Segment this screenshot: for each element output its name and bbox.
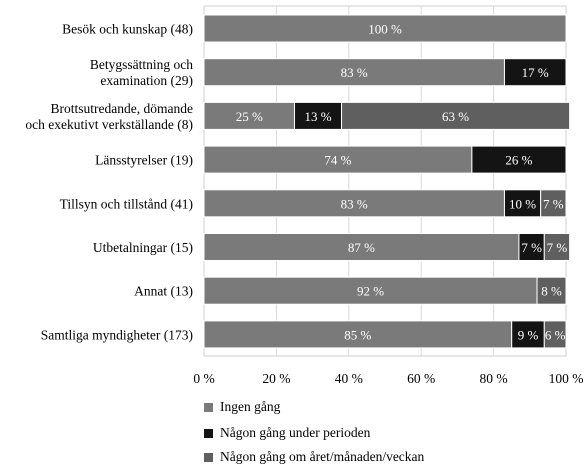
x-tick-label: 0 % xyxy=(193,371,214,386)
data-label: 83 % xyxy=(341,65,368,80)
data-label: 74 % xyxy=(324,153,351,168)
data-label: 63 % xyxy=(442,109,469,124)
x-tick-label: 40 % xyxy=(335,371,363,386)
data-label: 10 % xyxy=(509,196,536,211)
category-label: Samtliga myndigheter (173) xyxy=(41,327,193,342)
plot-frame xyxy=(203,5,567,357)
bar-segment xyxy=(540,189,567,218)
bar-segment xyxy=(543,233,571,261)
legend-label: Någon gång under perioden xyxy=(220,425,371,440)
legend-label: Ingen gång xyxy=(220,399,281,414)
category-label: Brottsutredande, dömande och exekutivt ve… xyxy=(25,101,193,132)
bar-segment xyxy=(503,58,567,87)
data-label: 13 % xyxy=(304,109,331,124)
category-label: Länsstyrelser (19) xyxy=(95,153,193,168)
category-labels: Besök och kunskap (48) Betygssättning och… xyxy=(25,22,193,343)
data-label: 26 % xyxy=(505,153,532,168)
x-tick-label: 100 % xyxy=(549,371,584,386)
bar-segment xyxy=(203,276,538,305)
legend-swatch xyxy=(204,429,213,438)
category-label: Tillsyn och tillstånd (41) xyxy=(60,196,193,211)
data-label: 7 % xyxy=(543,196,564,211)
bar-segment xyxy=(511,320,545,349)
bar-segment xyxy=(203,101,295,130)
x-axis-ticks: 0 % 20 % 40 % 60 % 80 % 100 % xyxy=(193,371,583,386)
bars: 100 % 83 % 17 % 25 % 13 % 63 % 74 % 26 % 83 % 10 … xyxy=(203,14,571,349)
data-label: 87 % xyxy=(348,240,375,255)
legend-swatch xyxy=(204,453,213,462)
bar-segment xyxy=(518,233,545,261)
x-tick-label: 60 % xyxy=(407,371,435,386)
x-tick-label: 80 % xyxy=(480,371,508,386)
category-label: Annat (13) xyxy=(134,284,193,299)
data-label: 85 % xyxy=(344,327,371,342)
bar-segment xyxy=(203,145,473,174)
bar-segment xyxy=(503,189,542,218)
legend-swatch xyxy=(204,403,213,412)
data-label: 100 % xyxy=(368,22,402,37)
bar-segment xyxy=(203,233,520,261)
data-label: 7 % xyxy=(521,240,542,255)
data-label: 25 % xyxy=(236,109,263,124)
category-label: Besök och kunskap (48) xyxy=(62,22,193,37)
category-label: Utbetalningar (15) xyxy=(93,240,193,255)
bar-segment xyxy=(536,276,567,305)
bar-segment xyxy=(203,320,513,349)
bar-segment xyxy=(203,58,505,87)
data-label: 7 % xyxy=(547,240,568,255)
bar-segment xyxy=(471,145,567,174)
legend: Ingen gång Någon gång under perioden Någon… xyxy=(204,399,425,464)
data-label: 8 % xyxy=(541,284,562,299)
bar-segment xyxy=(341,101,571,130)
category-label: Betygssättning och examination (29) xyxy=(90,57,193,88)
x-tick-label: 20 % xyxy=(262,371,290,386)
data-label: 83 % xyxy=(341,196,368,211)
data-label: 17 % xyxy=(522,65,549,80)
data-label: 92 % xyxy=(357,284,384,299)
bar-segment xyxy=(294,101,343,130)
data-label: 6 % xyxy=(545,327,566,342)
legend-label: Någon gång om året/månaden/veckan xyxy=(220,449,425,464)
data-label: 9 % xyxy=(518,327,539,342)
bar-segment xyxy=(203,189,505,218)
bar-segment xyxy=(543,320,567,349)
bar-segment xyxy=(203,14,567,43)
